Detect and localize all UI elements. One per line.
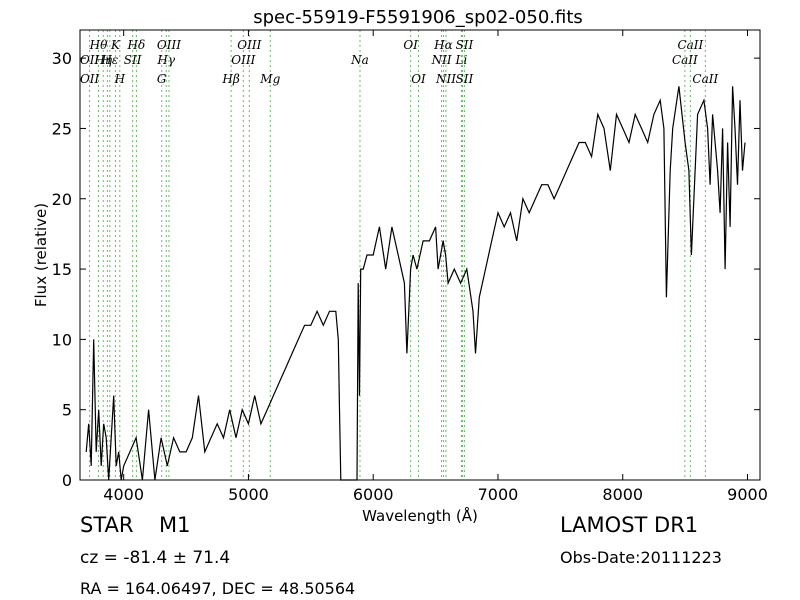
line-label: OI — [411, 72, 426, 86]
line-label: Hη — [93, 53, 112, 67]
line-label: SII — [124, 53, 142, 67]
y-tick-label: 20 — [52, 190, 72, 209]
line-label: OII — [80, 72, 100, 86]
y-tick-label: 15 — [52, 260, 72, 279]
y-axis: 0 5 10 15 20 25 30 — [52, 49, 760, 490]
y-tick-label: 0 — [62, 471, 72, 490]
line-label: NII — [435, 72, 456, 86]
line-label: Hδ — [127, 38, 146, 52]
line-label: OIII — [237, 38, 261, 52]
object-class: STAR — [80, 513, 134, 537]
x-tick-label: 4000 — [103, 485, 144, 504]
x-axis: 4000 5000 6000 7000 8000 9000 — [103, 30, 768, 504]
x-tick-label: 7000 — [478, 485, 519, 504]
line-label: OIII — [231, 53, 255, 67]
line-label: OI — [403, 38, 418, 52]
line-label: Hβ — [221, 72, 239, 86]
line-label: Hε — [100, 53, 118, 67]
y-tick-label: 25 — [52, 119, 72, 138]
redshift-cz: cz = -81.4 ± 71.4 — [80, 548, 231, 568]
x-tick-label: 8000 — [602, 485, 643, 504]
x-tick-label: 9000 — [727, 485, 768, 504]
plot-frame — [79, 29, 761, 481]
y-tick-label: 5 — [62, 401, 72, 420]
line-markers — [89, 30, 706, 480]
line-label: SII — [456, 72, 474, 86]
line-label: Hγ — [156, 53, 175, 67]
object-subclass: M1 — [159, 513, 191, 537]
line-label: Na — [350, 53, 369, 67]
line-label: SII — [456, 38, 474, 52]
line-label: K — [110, 38, 121, 52]
chart-title: spec-55919-F5591906_sp02-050.fits — [253, 7, 583, 28]
x-tick-label: 6000 — [353, 485, 394, 504]
line-label: CaII — [677, 38, 703, 52]
line-label: NII — [431, 53, 452, 67]
line-label: Hα — [433, 38, 453, 52]
line-label: OII — [80, 53, 100, 67]
spectrum-line — [85, 86, 746, 481]
x-tick-label: 5000 — [228, 485, 269, 504]
line-label: Li — [455, 53, 468, 67]
observation-date: Obs-Date:20111223 — [560, 548, 722, 567]
line-label: Mg — [259, 72, 280, 86]
line-label: G — [157, 72, 167, 86]
ra-dec-coordinates: RA = 164.06497, DEC = 48.50564 — [80, 579, 356, 598]
line-label: OIII — [157, 38, 181, 52]
line-label: H — [114, 72, 126, 86]
line-label: Hθ — [89, 38, 108, 52]
line-label: CaII — [692, 72, 718, 86]
y-tick-label: 30 — [52, 49, 72, 68]
x-axis-label: Wavelength (Å) — [362, 506, 478, 525]
y-axis-label: Flux (relative) — [32, 203, 50, 307]
survey-name: LAMOST DR1 — [560, 513, 699, 537]
line-label: CaII — [672, 53, 698, 67]
y-tick-label: 10 — [52, 330, 72, 349]
